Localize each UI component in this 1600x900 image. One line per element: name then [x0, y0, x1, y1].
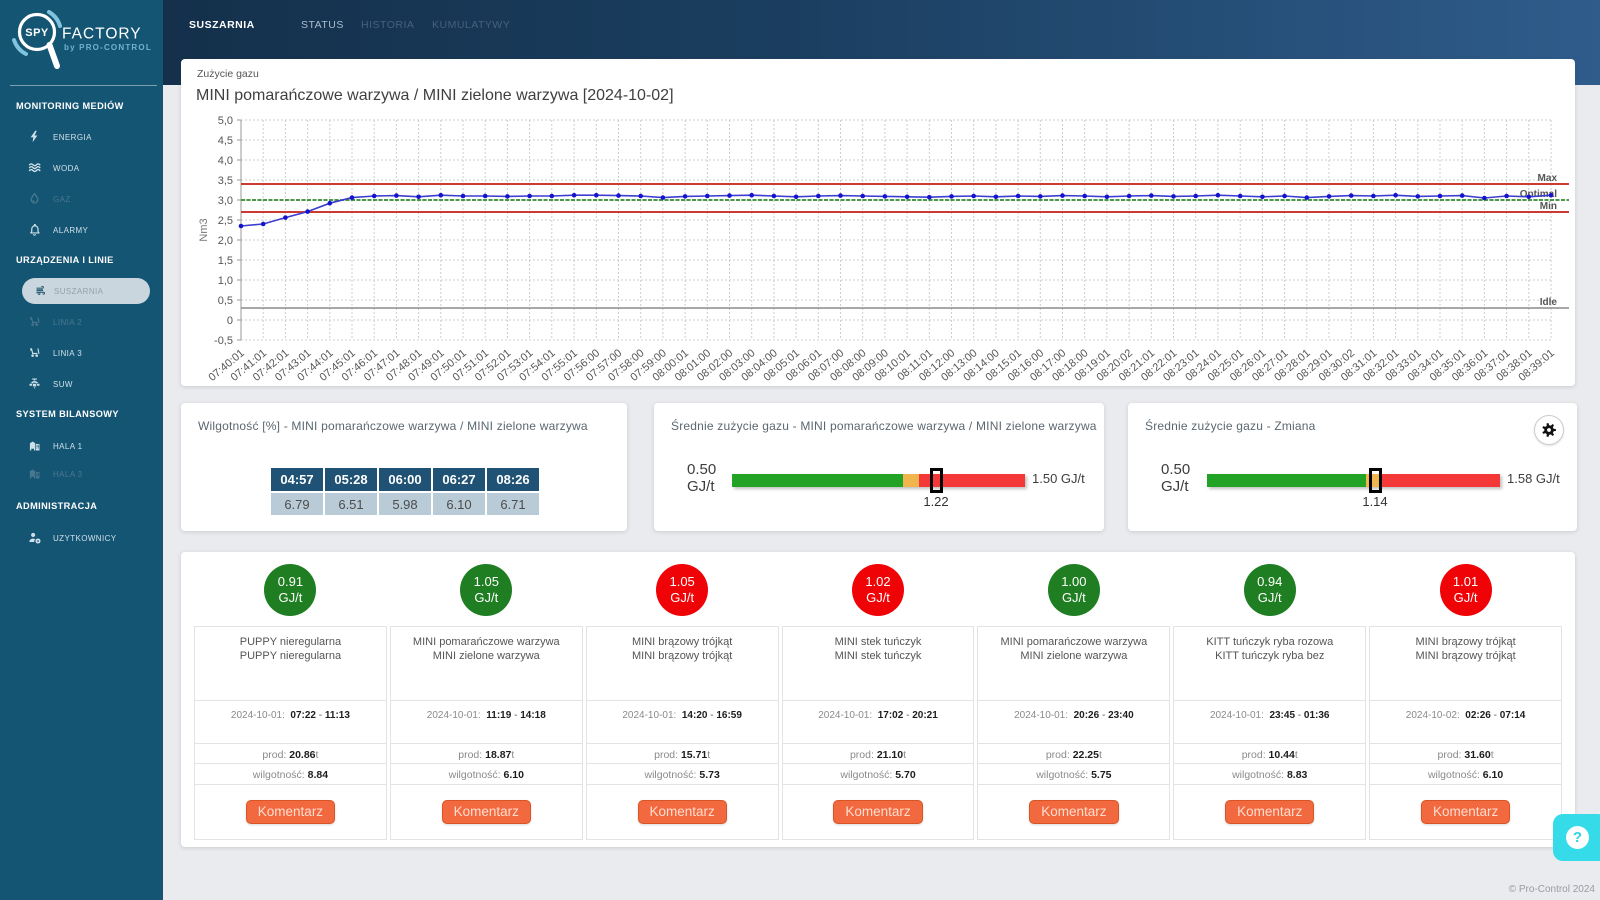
svg-text:4,5: 4,5 [218, 135, 233, 147]
svg-text:3,5: 3,5 [218, 175, 233, 187]
svg-text:0: 0 [227, 315, 233, 327]
svg-text:Max: Max [1538, 173, 1558, 184]
svg-text:Optimal: Optimal [1520, 189, 1557, 200]
svg-text:Idle: Idle [1540, 297, 1558, 308]
svg-text:1,5: 1,5 [218, 255, 233, 267]
svg-text:Nm3: Nm3 [198, 218, 210, 241]
svg-text:3,0: 3,0 [218, 195, 233, 207]
svg-text:2,0: 2,0 [218, 235, 233, 247]
svg-text:4,0: 4,0 [218, 155, 233, 167]
svg-text:Min: Min [1540, 201, 1557, 212]
svg-text:FACTORY: FACTORY [62, 26, 142, 43]
svg-text:2,5: 2,5 [218, 215, 233, 227]
svg-text:1,0: 1,0 [218, 275, 233, 287]
svg-text:by PRO-CONTROL: by PRO-CONTROL [64, 43, 152, 52]
svg-text:SPY: SPY [25, 27, 49, 39]
svg-text:-0,5: -0,5 [214, 335, 233, 347]
svg-text:0,5: 0,5 [218, 295, 233, 307]
svg-text:5,0: 5,0 [218, 115, 233, 127]
